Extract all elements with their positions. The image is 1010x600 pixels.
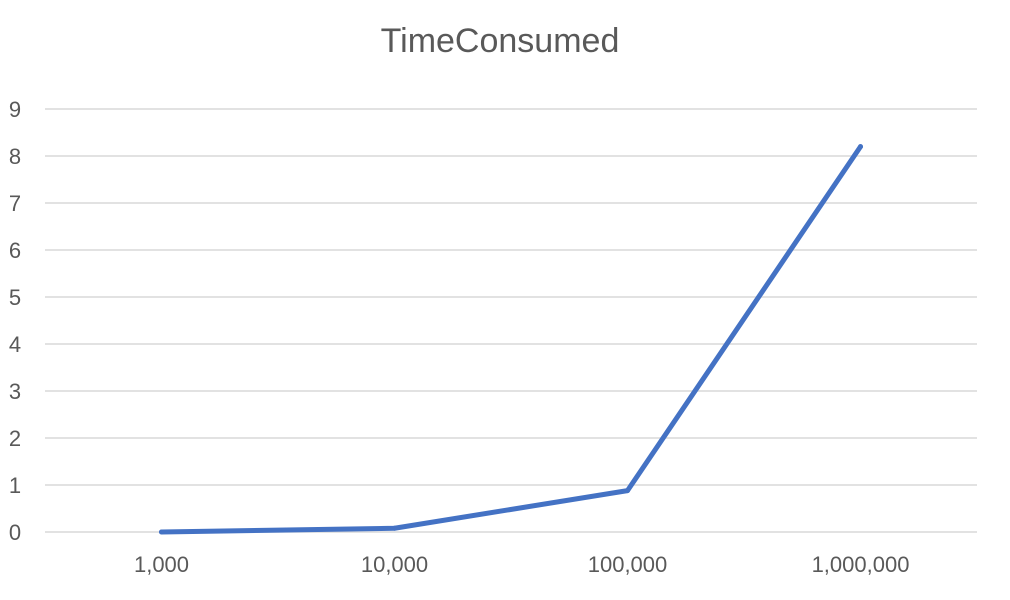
series-line: [159, 144, 863, 535]
y-tick-label: 8: [9, 144, 21, 169]
series-layer: [159, 144, 863, 535]
gridlines: [45, 108, 977, 533]
y-tick-label: 9: [9, 97, 21, 122]
y-tick-label: 0: [9, 520, 21, 545]
y-tick-label: 3: [9, 379, 21, 404]
data-point: [159, 529, 164, 535]
x-tick-label: 1,000: [134, 552, 189, 577]
x-tick-label: 100,000: [588, 552, 668, 577]
x-tick-label: 10,000: [361, 552, 428, 577]
y-axis-ticks: 0 1 2 3 4 5 6 7 8 9: [9, 97, 21, 545]
x-axis-ticks: 1,000 10,000 100,000 1,000,000: [134, 552, 909, 577]
y-tick-label: 5: [9, 285, 21, 310]
data-point: [625, 488, 630, 494]
y-tick-label: 6: [9, 238, 21, 263]
chart-title: TimeConsumed: [381, 22, 620, 60]
y-tick-label: 2: [9, 426, 21, 451]
y-tick-label: 7: [9, 191, 21, 216]
x-tick-label: 1,000,000: [812, 552, 910, 577]
data-point: [858, 144, 863, 150]
data-point: [392, 525, 397, 531]
y-tick-label: 1: [9, 473, 21, 498]
y-tick-label: 4: [9, 332, 21, 357]
